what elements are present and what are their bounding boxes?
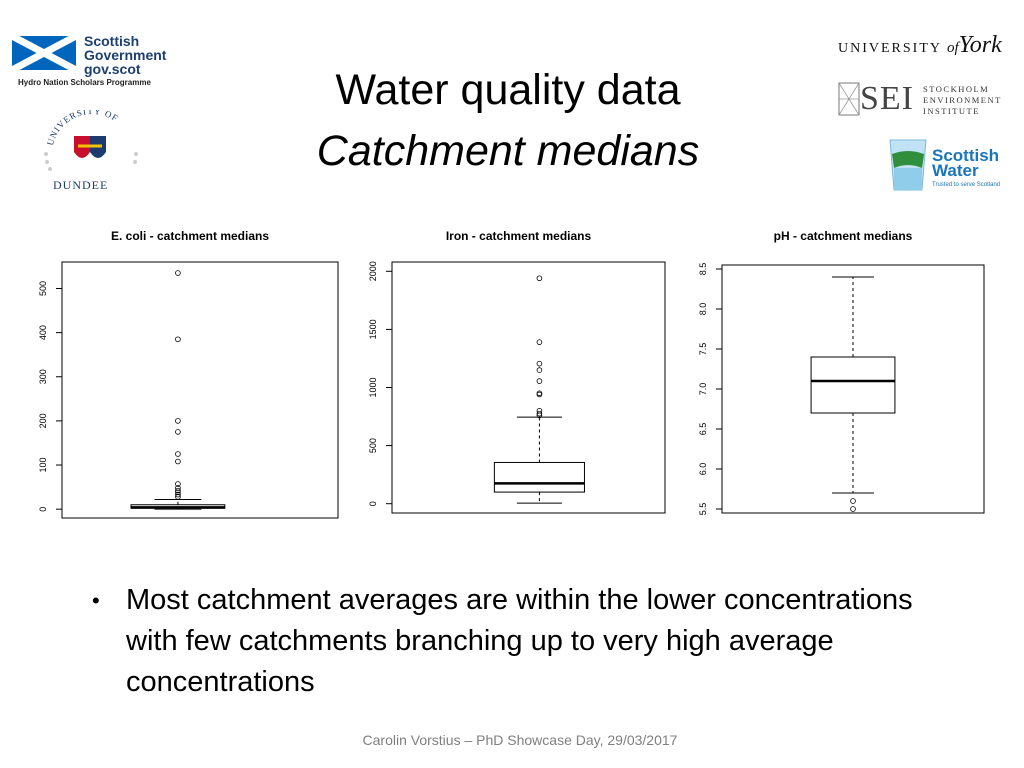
y-tick-label: 1000	[368, 377, 378, 397]
york-logo: UNIVERSITY ofYork	[838, 32, 1002, 59]
bullet-icon: •	[92, 588, 100, 613]
y-tick-label: 8.5	[698, 263, 708, 276]
y-tick-label: 300	[38, 369, 48, 384]
sei-line2: ENVIRONMENT	[923, 95, 1002, 105]
outlier-point	[536, 275, 543, 282]
sg-line2: Government	[84, 47, 167, 63]
saltire-flag-icon	[12, 36, 76, 70]
outlier-point	[175, 418, 181, 424]
outlier-point	[536, 378, 543, 384]
ecoli-chart: E. coli - catchment medians 0 100 200 300 400…	[38, 229, 339, 519]
sei-mark-icon	[838, 82, 860, 116]
y-tick-label: 7.0	[698, 383, 708, 396]
outlier-point	[175, 458, 181, 465]
outlier-point	[536, 410, 543, 417]
outlier-point	[850, 498, 856, 504]
outlier-point	[850, 506, 856, 512]
scottish-government-logo: Scottish Government gov.scot Hydro Natio…	[12, 34, 182, 94]
sw-line1: Scottish	[932, 146, 1000, 165]
water-glass-icon	[889, 139, 927, 191]
plot-frame	[61, 261, 339, 519]
outlier-point	[175, 270, 181, 276]
outlier-point	[175, 429, 181, 435]
y-tick-label: 100	[38, 458, 48, 473]
ph-chart: pH - catchment medians 5.5 6.0 6.5 7.0 7.5 8.0…	[698, 229, 985, 516]
y-tick-label: 8.0	[698, 303, 708, 316]
outlier-point	[536, 391, 543, 398]
slide-subtitle: Catchment medians	[316, 127, 700, 175]
sei-letters: SEI	[860, 80, 914, 117]
dundee-logo: UNIVERSITY OF DUNDEE	[38, 106, 148, 194]
hydro-nation-label: Hydro Nation Scholars Programme	[18, 78, 151, 87]
chart-title: E. coli - catchment medians	[111, 229, 269, 243]
outlier-point	[175, 487, 181, 494]
sg-line1: Scottish	[84, 33, 140, 49]
sg-line3: gov.scot	[84, 61, 141, 77]
chart-title: Iron - catchment medians	[446, 229, 592, 243]
footer-text: Carolin Vorstius – PhD Showcase Day, 29/…	[362, 732, 678, 748]
sei-line1: STOCKHOLM	[923, 84, 990, 94]
bullet-text: Most catchment averages are within the l…	[126, 584, 913, 698]
sei-line3: INSTITUTE	[923, 106, 980, 116]
y-tick-label: 7.5	[698, 343, 708, 356]
outlier-point	[175, 494, 181, 500]
chart-title: pH - catchment medians	[774, 229, 913, 243]
y-tick-label: 400	[38, 325, 48, 340]
y-tick-label: 2000	[368, 261, 378, 281]
york-of-text: of	[946, 40, 959, 56]
outlier-point	[536, 412, 543, 419]
iqr-box	[493, 461, 585, 493]
y-tick-label: 0	[368, 501, 378, 506]
outlier-point	[175, 481, 181, 487]
outlier-point	[175, 336, 181, 343]
outlier-point	[175, 491, 181, 498]
y-tick-label: 6.0	[698, 463, 708, 476]
dundee-name: DUNDEE	[53, 178, 109, 192]
y-tick-label: 500	[368, 438, 378, 453]
slide-title: Water quality data	[335, 66, 681, 114]
york-university-text: UNIVERSITY	[838, 41, 942, 56]
dundee-crest-icon: UNIVERSITY OF	[44, 106, 138, 171]
outlier-point	[536, 360, 543, 367]
y-tick-label: 200	[38, 413, 48, 428]
y-tick-label: 1500	[368, 319, 378, 339]
iron-chart: Iron - catchment medians 0 500 1000 1500 2000	[368, 229, 666, 514]
york-name-text: York	[958, 32, 1002, 58]
outlier-point	[536, 367, 543, 373]
y-tick-label: 0	[38, 507, 48, 512]
y-tick-label: 500	[38, 281, 48, 296]
iqr-box	[810, 356, 896, 414]
y-tick-label: 5.5	[698, 503, 708, 516]
sei-logo: SEI STOCKHOLM ENVIRONMENT INSTITUTE	[838, 80, 1008, 118]
scottish-water-logo: Scottish Water Trusted to serve Scotland	[886, 138, 1006, 194]
sw-line2: Water	[932, 161, 979, 180]
y-tick-label: 6.5	[698, 423, 708, 436]
sw-tagline: Trusted to serve Scotland	[932, 182, 1001, 188]
outlier-point	[536, 339, 543, 345]
outlier-point	[175, 451, 181, 457]
